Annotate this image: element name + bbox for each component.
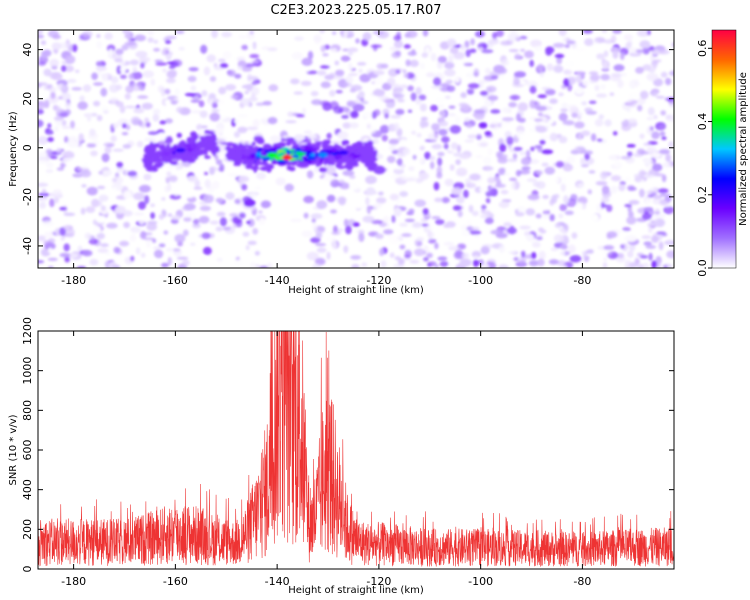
- heatmap-x-tick-label: -120: [366, 274, 391, 287]
- heatmap-y-ticks: -40 -20 0 20 40: [21, 43, 674, 255]
- heatmap-y-tick-label: 20: [21, 92, 34, 106]
- snr-y-tick-label: 200: [21, 519, 34, 540]
- heatmap-x-tick-label: -80: [573, 274, 591, 287]
- chart-title: C2E3.2023.225.05.17.R07: [270, 3, 441, 18]
- snr-y-tick-label: 800: [21, 400, 34, 421]
- snr-x-tick-label: -160: [163, 575, 188, 588]
- snr-y-tick-label: 1000: [21, 357, 34, 385]
- snr-x-ticks: -180 -160 -140 -120 -100 -80: [61, 331, 591, 588]
- heatmap-x-tick-label: -160: [163, 274, 188, 287]
- heatmap-x-axis-label: Height of straight line (km): [288, 285, 424, 296]
- snr-x-tick-label: -140: [265, 575, 290, 588]
- snr-x-tick-label: -180: [61, 575, 86, 588]
- heatmap-frame: [37, 29, 675, 269]
- heatmap-panel: -180 -160 -140 -120 -100 -80 -40 -20 0 20 40 Heig…: [8, 29, 675, 296]
- heatmap-x-ticks: -180 -160 -140 -120 -100 -80: [61, 30, 591, 287]
- heatmap-y-axis-label: Frequency (Hz): [8, 111, 19, 187]
- heatmap-y-tick-label: 0: [21, 144, 34, 151]
- colorbar-tick-label: 0.6: [696, 40, 709, 58]
- snr-y-ticks: 0 200 400 600 800 1000 1200: [21, 317, 674, 573]
- snr-series-line: [38, 331, 674, 567]
- colorbar-label: Normalized spectral amplitude: [738, 72, 749, 226]
- heatmap-x-tick-label: -100: [468, 274, 493, 287]
- snr-y-tick-label: 400: [21, 479, 34, 500]
- snr-y-axis-label: SNR (10 * v/v): [8, 414, 19, 485]
- snr-y-tick-label: 600: [21, 440, 34, 461]
- heatmap-y-tick-label: 40: [21, 43, 34, 57]
- snr-x-tick-label: -100: [468, 575, 493, 588]
- colorbar-tick-label: 0.0: [696, 259, 709, 277]
- colorbar-gradient: [711, 29, 737, 269]
- heatmap-x-tick-label: -140: [265, 274, 290, 287]
- colorbar-ticks: 0.0 0.2 0.4 0.6: [696, 40, 712, 277]
- heatmap-x-tick-label: -180: [61, 274, 86, 287]
- heatmap-y-tick-label: -40: [21, 237, 34, 255]
- heatmap-y-tick-label: -20: [21, 188, 34, 206]
- heatmap-cells: [38, 30, 674, 268]
- snr-panel: -180 -160 -140 -120 -100 -80 0 200 400 600 800 100…: [8, 317, 675, 596]
- snr-x-tick-label: -80: [573, 575, 591, 588]
- colorbar-tick-label: 0.4: [696, 113, 709, 130]
- snr-x-tick-label: -120: [366, 575, 391, 588]
- snr-y-tick-label: 0: [21, 566, 34, 573]
- colorbar: 0.0 0.2 0.4 0.6 Normalized spectral amplitu…: [696, 29, 749, 277]
- colorbar-tick-label: 0.2: [696, 186, 709, 204]
- snr-y-tick-label: 1200: [21, 317, 34, 345]
- snr-x-axis-label: Height of straight line (km): [288, 585, 424, 596]
